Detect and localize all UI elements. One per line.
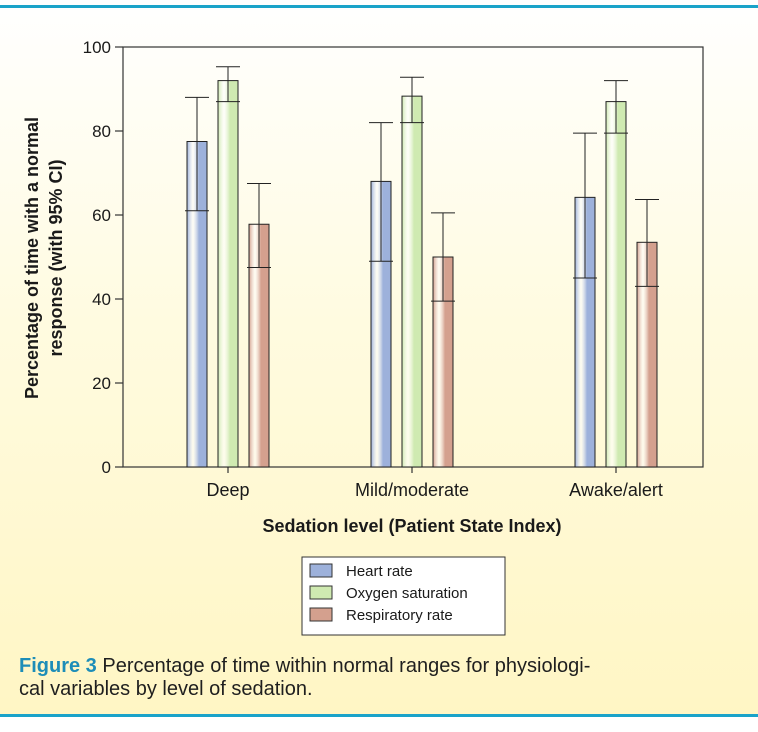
y-axis-label-line1: Percentage of time with a normal xyxy=(22,117,42,399)
caption-label: Figure 3 xyxy=(19,655,97,677)
y-tick-label: 100 xyxy=(83,38,111,57)
bottom-rule xyxy=(0,714,758,717)
x-tick-label: Deep xyxy=(206,480,249,500)
legend-swatch xyxy=(309,585,333,600)
legend-swatch xyxy=(309,607,333,622)
bar-oxygen-saturation xyxy=(605,101,627,468)
top-rule xyxy=(0,5,758,8)
plot-area: 0 20 40 60 80 100 Deep Mild/moderate Awake/alert xyxy=(83,38,704,500)
x-axis-label: Sedation level (Patient State Index) xyxy=(262,516,561,536)
legend-label: Oxygen saturation xyxy=(346,585,468,602)
y-tick-label: 20 xyxy=(92,374,111,393)
bar-oxygen-saturation xyxy=(217,80,239,468)
legend-label: Respiratory rate xyxy=(346,607,453,624)
y-tick-label: 60 xyxy=(92,206,111,225)
caption-text-line1: Percentage of time within normal ranges … xyxy=(102,655,591,677)
figure-caption: Figure 3 Percentage of time within norma… xyxy=(19,655,749,701)
legend-label: Heart rate xyxy=(346,563,413,580)
x-tick-label: Awake/alert xyxy=(569,480,663,500)
y-tick-label: 0 xyxy=(102,458,111,477)
caption-text-line2: cal variables by level of sedation. xyxy=(19,678,313,700)
legend-box xyxy=(301,556,506,636)
y-tick-label: 80 xyxy=(92,122,111,141)
y-tick-label: 40 xyxy=(92,290,111,309)
legend-swatch xyxy=(309,563,333,578)
y-axis-label-line2: response (with 95% CI) xyxy=(46,159,66,356)
bar-chart: Percentage of time with a normal respons… xyxy=(22,38,704,636)
legend: Heart rate Oxygen saturation Respiratory r… xyxy=(301,556,506,636)
bar-oxygen-saturation xyxy=(401,95,423,468)
x-tick-label: Mild/moderate xyxy=(355,480,469,500)
